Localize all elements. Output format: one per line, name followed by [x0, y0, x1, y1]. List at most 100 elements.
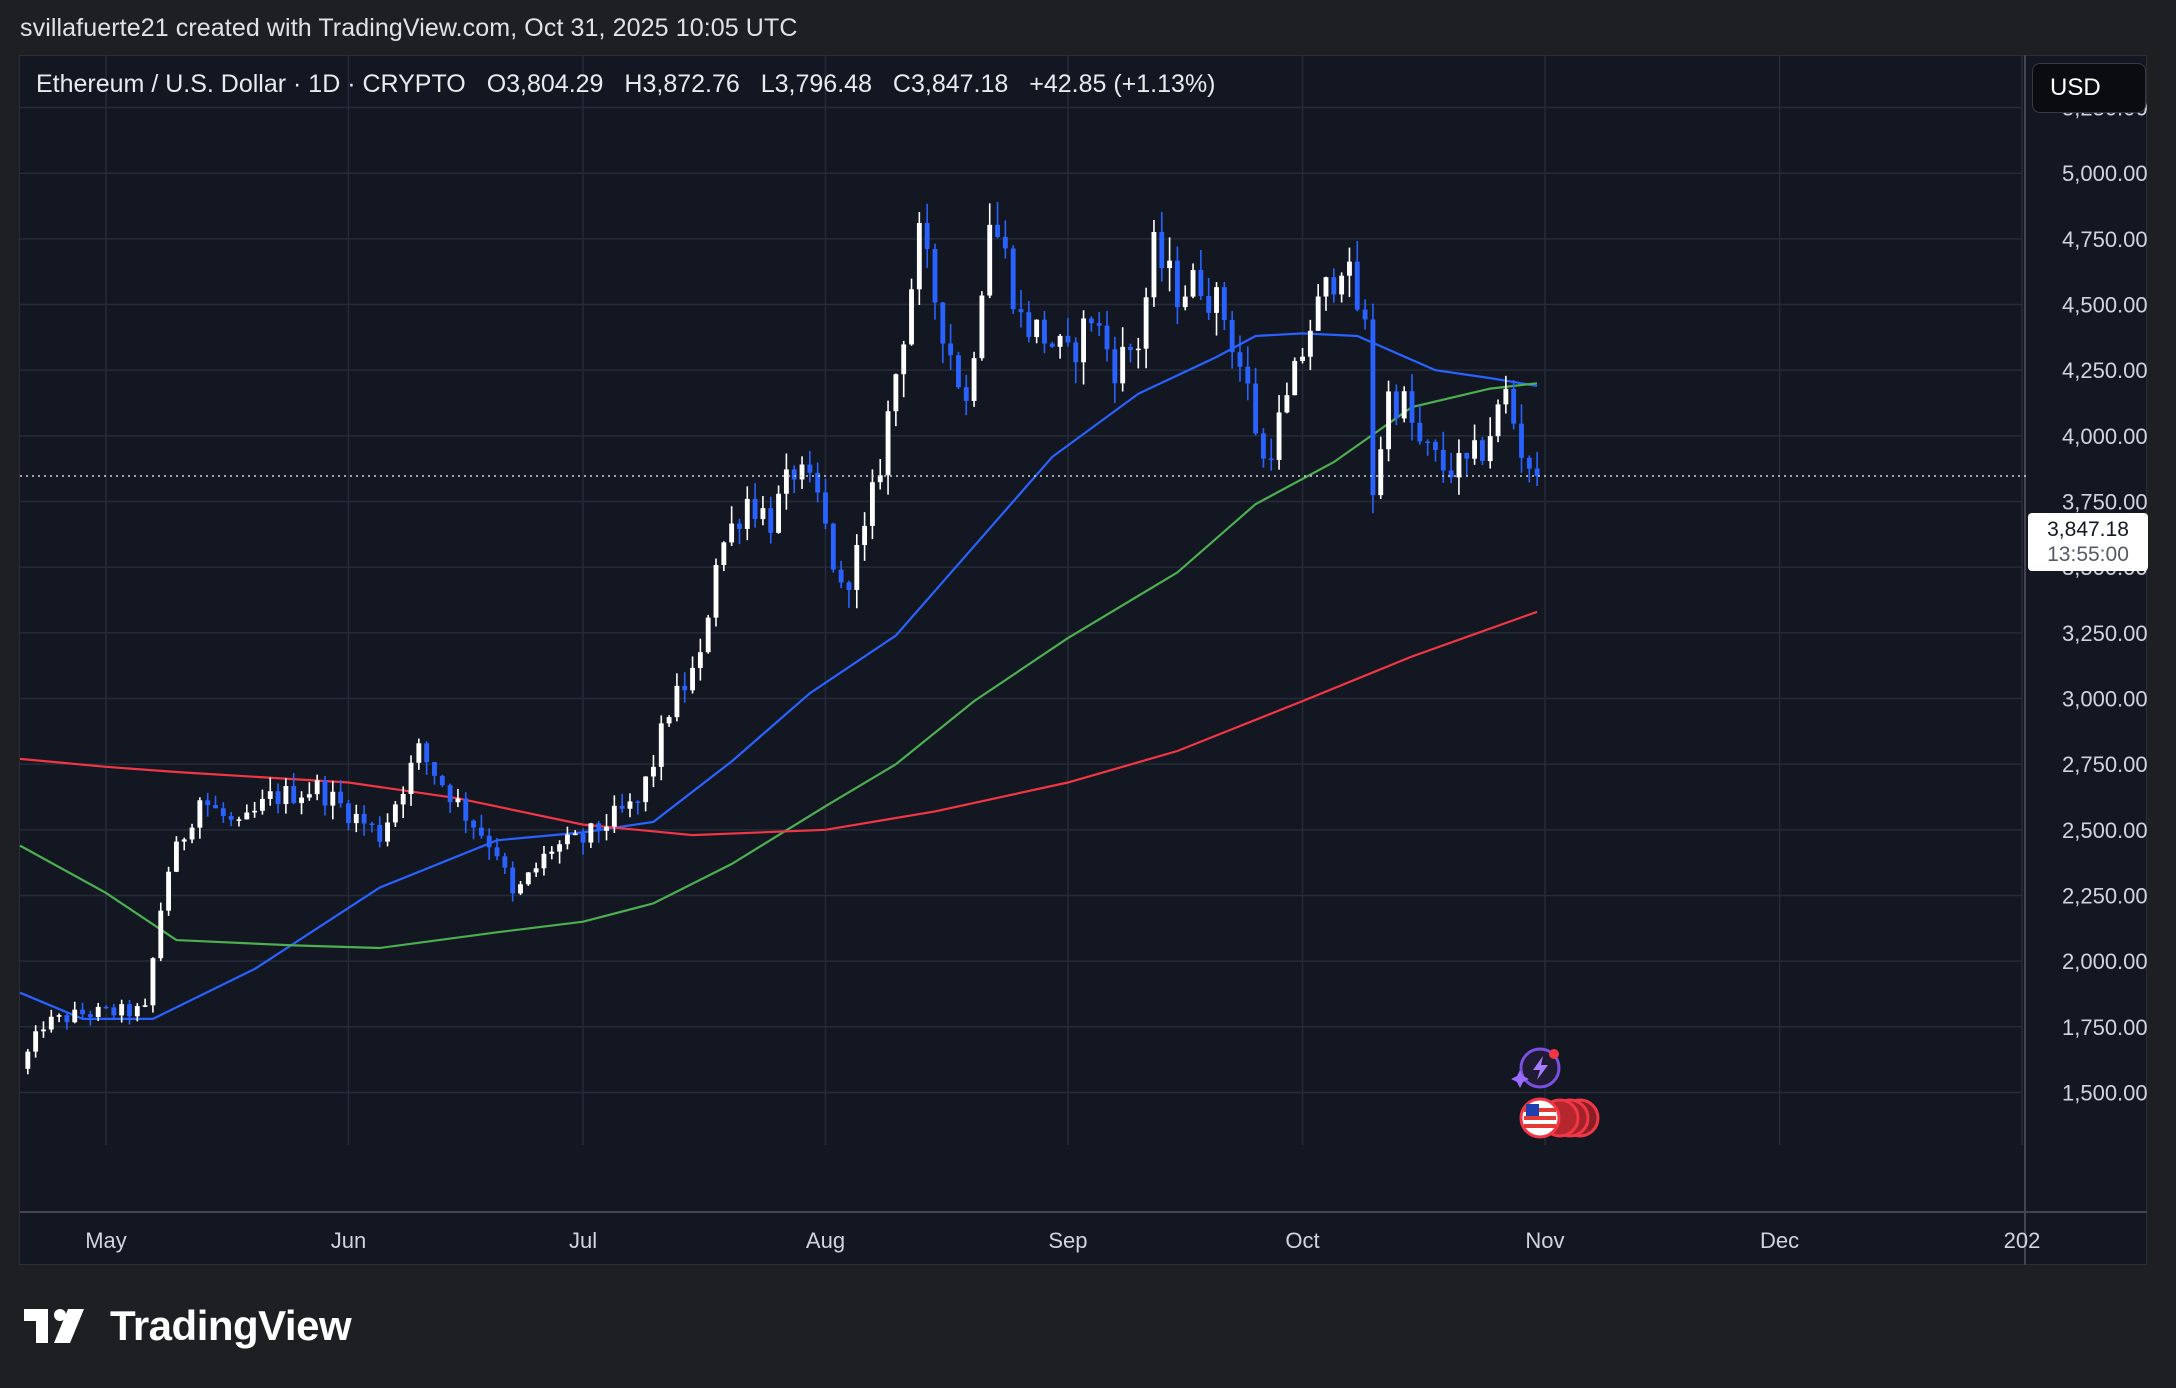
candle-body — [1464, 452, 1470, 459]
candle-body — [682, 685, 688, 691]
ohlc-high: H3,872.76 — [624, 70, 740, 98]
price-tick-label: 4,500.00 — [2062, 293, 2148, 318]
candle-body — [635, 801, 641, 803]
candle-body — [416, 743, 422, 763]
ohlc-change: +42.85 (+1.13%) — [1029, 70, 1216, 98]
candle-body — [1378, 449, 1384, 496]
candle-body — [1503, 388, 1509, 405]
candle-body — [134, 1006, 140, 1017]
candle-body — [41, 1029, 46, 1032]
candle-body — [651, 766, 656, 777]
price-tick-label: 5,000.00 — [2062, 161, 2148, 186]
candle-body — [1237, 352, 1243, 367]
ohlc-low: L3,796.48 — [760, 70, 872, 98]
candle-body — [1331, 277, 1337, 295]
chart-panel[interactable] — [19, 55, 2147, 1265]
candle-body — [627, 801, 633, 809]
price-tick-label: 3,000.00 — [2062, 686, 2148, 711]
ma-line — [19, 332, 1538, 1021]
candle-body — [1307, 330, 1313, 357]
candle-body — [533, 868, 539, 873]
candle-body — [1182, 296, 1188, 308]
candle-body — [799, 464, 805, 480]
us-flag-event-icon[interactable] — [1519, 1097, 1600, 1139]
candle-body — [1456, 452, 1462, 478]
candle-body — [478, 827, 484, 836]
candle-body — [729, 523, 735, 543]
candle-body — [244, 812, 250, 820]
price-tick-label: 2,750.00 — [2062, 752, 2148, 777]
candle-body — [823, 492, 828, 524]
candle-body — [1519, 423, 1524, 458]
lightning-event-icon[interactable] — [1511, 1047, 1561, 1089]
candle-body — [1300, 356, 1305, 361]
candle-body — [119, 1004, 125, 1016]
candle-body — [893, 374, 899, 412]
time-tick-label: Jul — [569, 1228, 597, 1253]
candle-body — [127, 1004, 132, 1017]
candle-body — [1417, 422, 1423, 442]
candle-body — [885, 411, 891, 476]
candle-body — [80, 1009, 85, 1015]
candle-body — [1120, 346, 1126, 384]
candle-body — [1151, 231, 1157, 298]
candle-body — [408, 762, 414, 795]
candle-body — [525, 872, 531, 885]
candle-body — [322, 780, 328, 806]
candle-body — [213, 805, 218, 809]
candle-body — [330, 791, 336, 806]
candle-body — [760, 508, 766, 520]
currency-button[interactable]: USD — [2032, 63, 2146, 113]
candle-body — [1323, 277, 1329, 297]
candle-body — [439, 775, 445, 786]
candle-body — [1386, 391, 1391, 450]
candle-body — [643, 776, 649, 803]
candle-body — [1081, 318, 1086, 363]
symbol-title[interactable]: Ethereum / U.S. Dollar · 1D · CRYPTO — [36, 70, 466, 98]
candle-body — [173, 841, 179, 872]
candle-body — [737, 523, 742, 529]
time-tick-label: Dec — [1760, 1228, 1799, 1253]
candle-body — [306, 794, 312, 798]
candle-body — [236, 819, 242, 821]
candle-body — [471, 820, 477, 828]
candle-body — [1057, 335, 1063, 347]
candle-body — [604, 826, 609, 831]
candle-body — [1135, 348, 1141, 351]
candle-body — [979, 295, 985, 359]
candle-body — [346, 803, 351, 824]
candle-body — [963, 387, 969, 401]
candle-body — [697, 652, 703, 668]
candle-body — [1425, 441, 1431, 444]
candle-body — [1088, 318, 1094, 324]
candle-body — [87, 1014, 93, 1018]
candle-body — [1198, 270, 1204, 296]
candle-body — [916, 222, 922, 290]
candle-body — [95, 1006, 101, 1018]
candle-body — [197, 800, 203, 828]
candle-body — [869, 482, 875, 526]
candle-body — [1511, 388, 1517, 424]
candle-body — [72, 1009, 78, 1023]
candle-body — [768, 508, 774, 533]
tradingview-brand[interactable]: TradingView — [24, 1302, 352, 1350]
candle-body — [299, 797, 304, 804]
candle-body — [447, 785, 453, 803]
candle-body — [705, 617, 711, 653]
candle-body — [987, 224, 993, 296]
candle-body — [1049, 343, 1055, 347]
candle-body — [252, 810, 258, 813]
candle-body — [158, 910, 164, 959]
candle-body — [838, 569, 844, 583]
candle-body — [1143, 297, 1149, 349]
candle-body — [142, 1005, 148, 1007]
candle-body — [267, 791, 273, 799]
candle-body — [385, 822, 390, 842]
event-markers[interactable] — [1511, 1047, 1600, 1139]
candle-body — [518, 884, 523, 894]
candle-body — [1229, 320, 1235, 353]
time-tick-label: Jun — [331, 1228, 366, 1253]
candle-body — [713, 564, 719, 618]
candle-body — [1245, 366, 1251, 384]
